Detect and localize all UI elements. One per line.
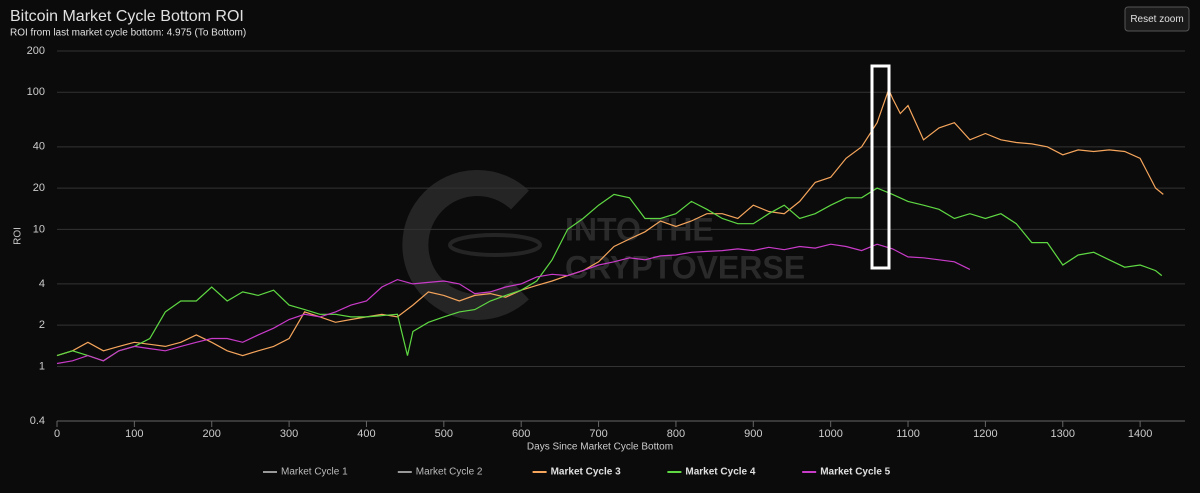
x-tick-label: 300 xyxy=(280,428,298,440)
x-tick-label: 400 xyxy=(357,428,375,440)
legend-label[interactable]: Market Cycle 5 xyxy=(820,467,890,478)
legend-item[interactable]: Market Cycle 5 xyxy=(802,467,891,478)
x-tick-label: 700 xyxy=(589,428,607,440)
x-tick-label: 800 xyxy=(667,428,685,440)
x-tick-label: 600 xyxy=(512,428,530,440)
y-tick-label: 4 xyxy=(39,278,45,290)
series-line xyxy=(56,187,1163,362)
legend-label[interactable]: Market Cycle 1 xyxy=(281,467,348,478)
y-tick-label: 2 xyxy=(39,319,45,331)
y-tick-label: 100 xyxy=(27,86,45,98)
legend-item[interactable]: Market Cycle 3 xyxy=(532,467,621,478)
y-tick-label: 20 xyxy=(33,182,45,194)
y-axis-title: ROI xyxy=(13,227,24,245)
y-tick-label: 0.4 xyxy=(30,415,45,427)
button-label[interactable]: Reset zoom xyxy=(1130,14,1183,25)
legend-item[interactable]: Market Cycle 4 xyxy=(667,467,756,478)
legend-label[interactable]: Market Cycle 2 xyxy=(416,467,483,478)
x-tick-label: 200 xyxy=(203,428,221,440)
series-line xyxy=(56,243,971,365)
x-tick-label: 900 xyxy=(744,428,762,440)
x-tick-label: 1000 xyxy=(818,428,842,440)
x-tick-label: 1200 xyxy=(973,428,997,440)
legend-item[interactable]: Market Cycle 2 xyxy=(397,467,483,478)
watermark-ring xyxy=(448,233,542,257)
chart-title: Bitcoin Market Cycle Bottom ROI xyxy=(10,8,244,25)
y-tick-label: 200 xyxy=(27,45,45,57)
button-box[interactable] xyxy=(1124,6,1190,32)
y-tick-label: 40 xyxy=(33,141,45,153)
x-tick-label: 1400 xyxy=(1128,428,1152,440)
x-tick-label: 500 xyxy=(435,428,453,440)
series-line xyxy=(56,87,1164,357)
y-tick-label: 10 xyxy=(33,223,45,235)
x-axis-title: Days Since Market Cycle Bottom xyxy=(527,442,673,453)
legend-label[interactable]: Market Cycle 3 xyxy=(551,467,621,478)
x-tick-label: 1300 xyxy=(1051,428,1075,440)
x-tick-label: 100 xyxy=(125,428,143,440)
y-tick-label: 1 xyxy=(39,360,45,372)
x-tick-label: 0 xyxy=(54,428,60,440)
chart-subtitle: ROI from last market cycle bottom: 4.975… xyxy=(10,28,246,39)
legend-label[interactable]: Market Cycle 4 xyxy=(685,467,755,478)
reset-zoom-button[interactable]: Reset zoom xyxy=(1124,6,1190,32)
x-tick-label: 1100 xyxy=(896,428,920,440)
highlight-box xyxy=(870,64,891,270)
legend-item[interactable]: Market Cycle 1 xyxy=(263,467,348,478)
watermark-text: CRYPTOVERSE xyxy=(565,249,805,285)
